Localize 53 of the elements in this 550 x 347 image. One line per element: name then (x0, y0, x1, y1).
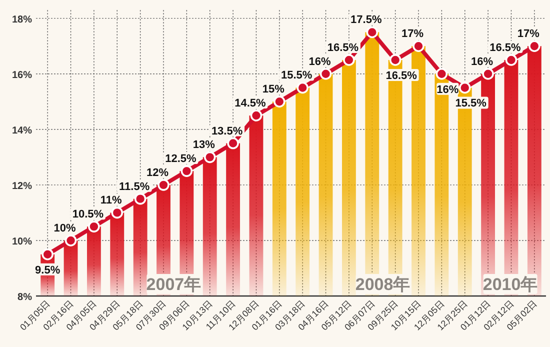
point (436, 68, 448, 80)
point (227, 137, 239, 150)
annotation: 2008年 (355, 275, 410, 294)
data-label: 17% (401, 28, 424, 40)
data-label: 16% (436, 84, 459, 96)
point (458, 82, 471, 94)
point (412, 40, 424, 52)
point (158, 179, 170, 191)
data-label: 13.5% (211, 125, 243, 138)
data-label: 15.5% (280, 70, 312, 82)
y-tick-label: 16% (12, 70, 32, 81)
annotation: 2010年 (482, 275, 538, 294)
data-label: 13% (192, 139, 216, 152)
y-tick-label: 18% (12, 14, 32, 26)
y-tick-label: 8% (18, 292, 32, 303)
data-label: 17% (517, 28, 540, 40)
point (528, 40, 540, 52)
point (111, 206, 124, 219)
point (505, 54, 518, 66)
data-label: 11% (100, 194, 122, 207)
point (42, 248, 54, 260)
point (88, 220, 100, 232)
data-label: 12.5% (165, 153, 196, 166)
data-label: 16.5% (386, 70, 418, 82)
data-label: 10.5% (72, 208, 104, 221)
point (64, 234, 77, 246)
point (389, 54, 402, 66)
y-tick-label: 10% (12, 236, 32, 248)
point (366, 26, 378, 38)
y-tick-label: 12% (12, 180, 32, 192)
data-label: 16% (308, 56, 331, 68)
data-label: 17.5% (350, 14, 382, 26)
y-tick-label: 14% (12, 125, 32, 136)
data-label: 15% (262, 84, 285, 96)
point (204, 151, 216, 164)
data-label: 16% (471, 56, 494, 68)
point (320, 68, 332, 80)
point (250, 110, 262, 122)
data-label: 14.5% (234, 98, 266, 110)
data-label: 16.5% (327, 42, 359, 54)
point (274, 96, 286, 108)
point (180, 165, 193, 177)
data-label: 15.5% (455, 98, 487, 110)
annotation: 2007年 (146, 275, 202, 294)
data-label: 10% (54, 222, 76, 234)
data-label: 9.5% (35, 264, 60, 276)
point (134, 192, 146, 205)
point (296, 82, 308, 94)
data-label: 12% (146, 166, 169, 179)
data-label: 16.5% (490, 42, 522, 54)
data-label: 11.5% (119, 180, 150, 193)
point (343, 54, 355, 66)
point (482, 68, 494, 80)
